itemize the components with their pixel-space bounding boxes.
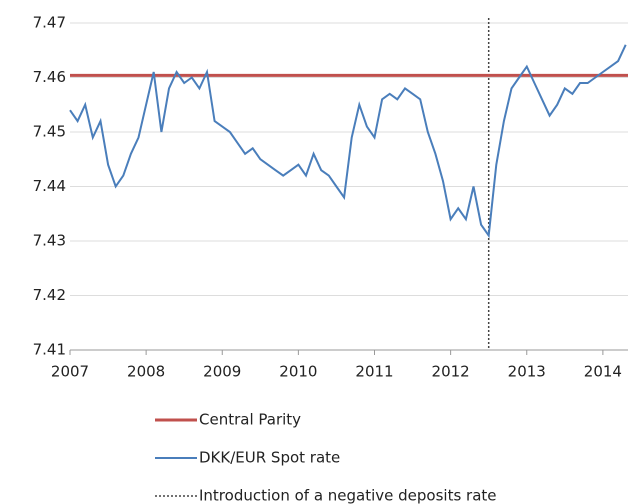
legend-label: Central Parity [199, 411, 301, 429]
data-line [69, 44, 627, 239]
x-tick-label: 2011 [355, 363, 393, 381]
y-tick-label: 7.47 [33, 14, 66, 32]
y-tick-label: 7.42 [33, 286, 66, 304]
x-tick-label: 2009 [203, 363, 241, 381]
x-tick-label: 2010 [279, 363, 317, 381]
legend-label: DKK/EUR Spot rate [199, 449, 340, 467]
x-tick-label: 2008 [127, 363, 165, 381]
legend-label: Introduction of a negative deposits rate [199, 487, 497, 504]
x-tick-label: 2013 [508, 363, 546, 381]
y-tick-label: 7.44 [33, 177, 66, 195]
x-tick-label: 2014 [584, 363, 622, 381]
y-tick-label: 7.46 [33, 68, 66, 86]
x-tick-label: 2007 [51, 363, 89, 381]
x-tick-label: 2012 [432, 363, 470, 381]
y-tick-label: 7.43 [33, 232, 66, 250]
y-tick-label: 7.45 [33, 123, 66, 141]
y-tick-label: 7.41 [33, 341, 66, 359]
